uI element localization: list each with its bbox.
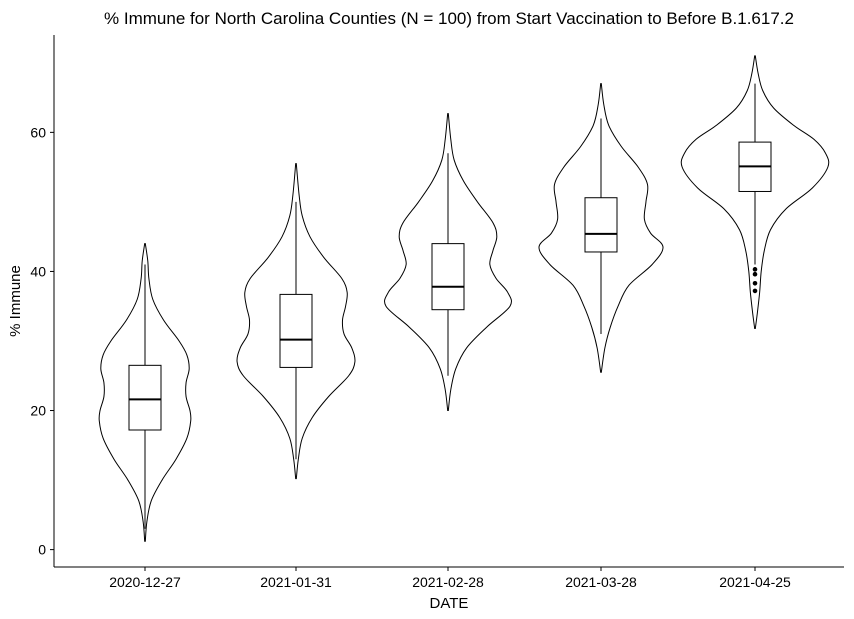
chart-title: % Immune for North Carolina Counties (N … xyxy=(104,9,794,28)
iqr-box xyxy=(128,364,162,431)
y-tick-label: 20 xyxy=(30,403,46,419)
y-axis-title: % Immune xyxy=(7,265,24,337)
outlier-point xyxy=(752,271,758,277)
outlier-point xyxy=(752,288,758,294)
y-axis-ticks: 0 20 40 60 xyxy=(30,124,54,558)
iqr-box xyxy=(584,197,618,253)
violin-group xyxy=(384,113,512,412)
violin-shape xyxy=(384,113,512,412)
outlier-point xyxy=(752,280,758,286)
plot-area xyxy=(98,55,830,542)
violin-group xyxy=(538,83,664,373)
violin-shape xyxy=(236,163,356,480)
outlier-point xyxy=(752,267,758,272)
violin-shape xyxy=(538,83,664,373)
y-tick-label: 40 xyxy=(30,263,46,279)
x-tick-label: 2021-03-28 xyxy=(565,574,637,590)
x-tick-label: 2020-12-27 xyxy=(109,574,181,590)
x-tick-label: 2021-02-28 xyxy=(412,574,484,590)
y-tick-label: 60 xyxy=(30,124,46,140)
iqr-box xyxy=(279,293,313,368)
violin-group xyxy=(236,163,356,480)
x-axis-ticks: 2020-12-27 2021-01-31 2021-02-28 2021-03-28… xyxy=(109,567,791,590)
x-tick-label: 2021-01-31 xyxy=(260,574,332,590)
violin-shape xyxy=(98,243,192,542)
x-tick-label: 2021-04-25 xyxy=(719,574,791,590)
violin-group xyxy=(680,55,830,329)
iqr-box xyxy=(431,243,465,311)
violin-group xyxy=(98,243,192,542)
violin-shape xyxy=(680,55,830,329)
y-tick-label: 0 xyxy=(38,542,46,558)
x-axis-title: DATE xyxy=(430,595,469,612)
